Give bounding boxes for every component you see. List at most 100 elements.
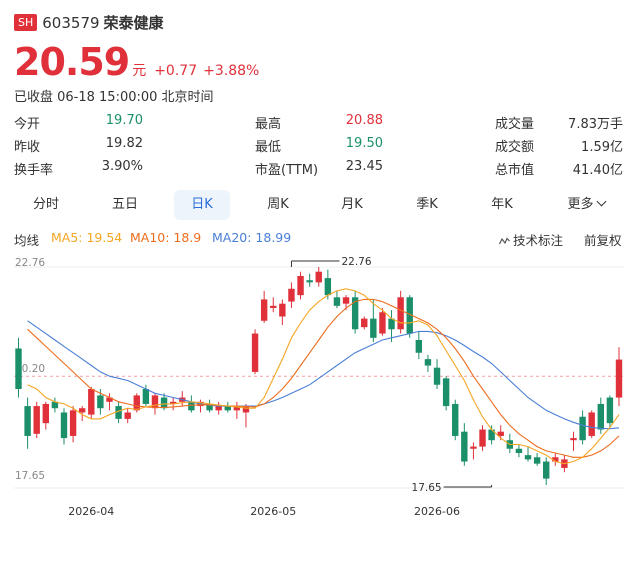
tab-more[interactable]: 更多: [556, 190, 616, 220]
wave-icon: [498, 237, 510, 245]
candle-body: [33, 406, 40, 434]
candle-body: [497, 431, 504, 436]
candle: [24, 397, 31, 449]
candle: [306, 273, 313, 287]
candle: [42, 401, 49, 430]
candle-body: [151, 395, 159, 409]
price-unit: 元: [132, 63, 147, 79]
candle: [552, 453, 559, 466]
candle: [588, 410, 595, 439]
candle: [479, 425, 486, 451]
stat-value: 19.82: [105, 136, 143, 151]
candle-body: [388, 318, 395, 330]
candle-body: [461, 431, 468, 462]
candle: [260, 290, 268, 323]
candle-body: [470, 446, 477, 449]
ma20-line: [27, 320, 620, 430]
tab-yearly-k[interactable]: 年K: [491, 197, 513, 212]
candle-body: [115, 406, 122, 419]
candle-body: [370, 318, 377, 338]
candle: [488, 425, 495, 445]
candle-body: [597, 403, 605, 430]
stock-code: 603579: [42, 13, 100, 32]
candle: [524, 446, 532, 462]
candle-body: [106, 397, 113, 402]
candlestick-chart[interactable]: 22.76 20.20 17.65 22.76 17.65 2026-04 2026-0…: [0, 250, 638, 530]
low-price-label: 17.65: [412, 482, 442, 494]
candle-body: [424, 359, 432, 366]
candle: [188, 395, 195, 413]
stat-label: 总市值: [495, 163, 535, 178]
candle: [215, 401, 222, 415]
candle-body: [169, 401, 177, 404]
candle-body: [588, 412, 595, 436]
candle-body: [606, 397, 614, 424]
candle-body: [60, 412, 68, 439]
technical-annotation-button[interactable]: 技术标注: [498, 230, 563, 249]
candle-body: [160, 397, 168, 409]
candle-body: [142, 389, 150, 404]
ma10-value: MA10: 18.9: [130, 230, 202, 245]
candle-body: [88, 389, 95, 415]
tab-weekly-k[interactable]: 周K: [267, 197, 289, 212]
stat-label: 最高: [255, 117, 282, 132]
stat-value: 3.90%: [101, 159, 143, 174]
tab-daily-k[interactable]: 日K: [174, 190, 230, 220]
ma5-line: [27, 288, 620, 465]
candle-body: [51, 401, 59, 409]
ma-legend-title: 均线: [14, 233, 40, 248]
candle-body: [361, 318, 368, 328]
forward-adjust-button[interactable]: 前复权: [584, 233, 622, 248]
candle-body: [188, 401, 195, 411]
candle: [33, 401, 40, 439]
candle-body: [315, 271, 322, 283]
candle: [151, 393, 159, 415]
stat-value: 20.88: [345, 113, 383, 128]
stat-value: 1.59亿: [581, 140, 623, 155]
x-axis-label: 2026-06: [414, 505, 460, 518]
x-axis-label: 2026-05: [250, 505, 296, 518]
candle: [106, 393, 113, 411]
ma5-value: MA5: 19.54: [51, 230, 123, 245]
candle: [397, 290, 404, 334]
stat-label: 换手率: [14, 163, 54, 178]
stat-label: 市盈(TTM): [255, 163, 319, 178]
candle-body: [442, 378, 450, 407]
candle: [543, 457, 550, 485]
candle: [470, 442, 477, 460]
price-change-percent: +3.88%: [203, 63, 260, 79]
candle-body: [24, 406, 31, 436]
candle: [233, 401, 241, 419]
y-axis-label: 17.65: [15, 470, 45, 482]
candle-body: [124, 412, 131, 419]
tab-monthly-k[interactable]: 月K: [341, 197, 363, 212]
period-tabs: 分时 五日 日K 周K 月K 季K 年K 更多: [0, 190, 638, 222]
candle-body: [552, 457, 559, 462]
stat-value: 41.40亿: [572, 163, 623, 178]
candle-body: [69, 410, 77, 436]
candle-body: [379, 312, 386, 334]
tab-intraday[interactable]: 分时: [32, 197, 59, 212]
candle-body: [452, 403, 459, 436]
stat-label: 昨收: [14, 140, 41, 155]
candle: [115, 401, 122, 424]
candle-body: [260, 299, 268, 321]
candle: [424, 354, 432, 372]
candle-body: [533, 457, 541, 464]
candle-body: [78, 408, 86, 413]
candle-body: [397, 297, 404, 330]
y-axis-label: 22.76: [15, 257, 45, 269]
candle: [197, 399, 204, 413]
candle: [206, 399, 213, 413]
candle-body: [42, 403, 49, 424]
candle-body: [351, 297, 359, 330]
candle-body: [251, 333, 259, 372]
tab-quarterly-k[interactable]: 季K: [416, 197, 438, 212]
candle: [452, 399, 459, 441]
candle: [533, 453, 541, 466]
x-axis-label: 2026-04: [68, 505, 114, 518]
price-change: +0.77: [154, 63, 198, 79]
candle-body: [415, 339, 423, 353]
candle: [379, 307, 386, 336]
tab-five-day[interactable]: 五日: [111, 197, 138, 212]
